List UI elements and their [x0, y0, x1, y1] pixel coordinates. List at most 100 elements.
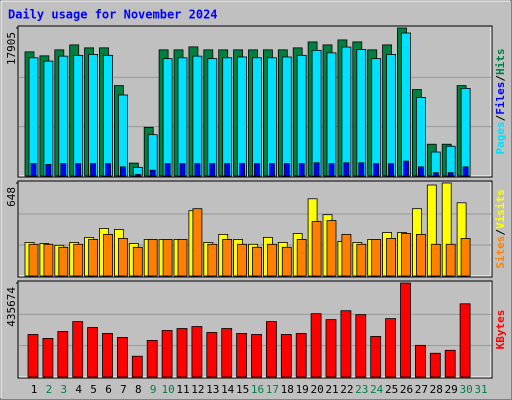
- x-tick-label: 15: [236, 383, 249, 396]
- bar: [371, 239, 382, 277]
- bar: [132, 246, 143, 277]
- legend-separator: /: [494, 114, 507, 121]
- bar: [72, 321, 84, 378]
- x-tick-label: 16: [251, 383, 264, 396]
- bar: [162, 58, 173, 177]
- bar: [340, 310, 352, 378]
- bar: [296, 239, 307, 277]
- x-tick-label: 25: [385, 383, 398, 396]
- bar: [147, 239, 158, 277]
- bar: [326, 220, 337, 277]
- legend-entry: Visits: [494, 189, 507, 229]
- legend-entry: KBytes: [494, 310, 507, 350]
- bar: [118, 94, 128, 177]
- x-tick-label: 5: [90, 383, 97, 396]
- bar: [134, 173, 141, 177]
- x-tick-label: 1: [31, 383, 38, 396]
- bar: [385, 318, 397, 378]
- bar: [209, 163, 216, 177]
- bar: [224, 163, 231, 177]
- bar: [105, 163, 111, 177]
- bar: [120, 166, 126, 177]
- bar: [28, 243, 39, 277]
- bar: [75, 163, 82, 177]
- bar: [254, 163, 260, 177]
- bar: [403, 160, 409, 177]
- bar: [222, 57, 233, 177]
- bar: [388, 163, 395, 177]
- bar: [236, 333, 248, 378]
- x-tick-label: 6: [105, 383, 112, 396]
- bar: [445, 243, 456, 277]
- bar: [310, 313, 322, 378]
- bar: [179, 163, 186, 177]
- bar: [283, 163, 290, 177]
- bar: [341, 233, 352, 277]
- bar: [60, 163, 67, 177]
- bar: [161, 330, 173, 378]
- x-tick-label: 2: [46, 383, 53, 396]
- bar: [401, 233, 411, 277]
- bar: [341, 46, 352, 177]
- bar: [73, 243, 84, 277]
- bar: [281, 246, 292, 277]
- bar: [192, 208, 203, 277]
- x-tick-label: 12: [191, 383, 204, 396]
- bar: [252, 246, 262, 277]
- legend: KBytes: [494, 310, 507, 350]
- bar: [102, 333, 113, 378]
- bar: [176, 328, 188, 378]
- x-tick-label: 19: [296, 383, 309, 396]
- bar: [313, 162, 320, 177]
- legend-entry: Pages: [494, 121, 507, 154]
- bar: [88, 239, 98, 277]
- chart-title: Daily usage for November 2024: [8, 8, 218, 22]
- bar: [401, 32, 411, 177]
- x-tick-label: 30: [459, 383, 472, 396]
- bar: [207, 243, 218, 277]
- bar: [444, 349, 456, 378]
- bar: [73, 54, 84, 177]
- bar: [355, 314, 367, 378]
- bar: [460, 237, 471, 277]
- y-tick-label: 17905: [5, 32, 18, 65]
- x-tick-label: 21: [325, 383, 338, 396]
- bar: [295, 333, 307, 378]
- x-tick-label: 24: [370, 383, 384, 396]
- bar: [356, 49, 367, 177]
- legend-entry: Sites: [494, 236, 507, 269]
- bar: [117, 337, 128, 378]
- legend-separator: /: [494, 75, 507, 82]
- bar: [266, 57, 277, 177]
- bar: [191, 326, 203, 378]
- bar: [252, 57, 262, 177]
- bar: [194, 163, 201, 177]
- bar: [280, 334, 292, 378]
- x-tick-label: 4: [75, 383, 82, 396]
- bar: [207, 58, 218, 177]
- x-tick-label: 18: [281, 383, 294, 396]
- bar: [177, 239, 188, 277]
- bar: [358, 162, 365, 177]
- bar: [58, 246, 69, 277]
- bar: [432, 172, 439, 177]
- x-tick-label: 14: [221, 383, 235, 396]
- bar: [42, 338, 54, 378]
- x-tick-label: 9: [150, 383, 157, 396]
- bar: [460, 87, 471, 177]
- bar: [27, 334, 39, 378]
- bar: [326, 52, 337, 177]
- x-tick-label: 29: [445, 383, 458, 396]
- x-tick-label: 11: [176, 383, 189, 396]
- bar: [162, 239, 173, 277]
- bar: [237, 243, 248, 277]
- bar: [177, 57, 188, 177]
- bar: [415, 233, 426, 277]
- bar: [373, 163, 380, 177]
- x-tick-label: 22: [340, 383, 353, 396]
- bar: [103, 233, 113, 277]
- bar: [311, 221, 322, 277]
- bar: [328, 163, 335, 177]
- bar: [206, 332, 218, 378]
- bar: [149, 169, 156, 177]
